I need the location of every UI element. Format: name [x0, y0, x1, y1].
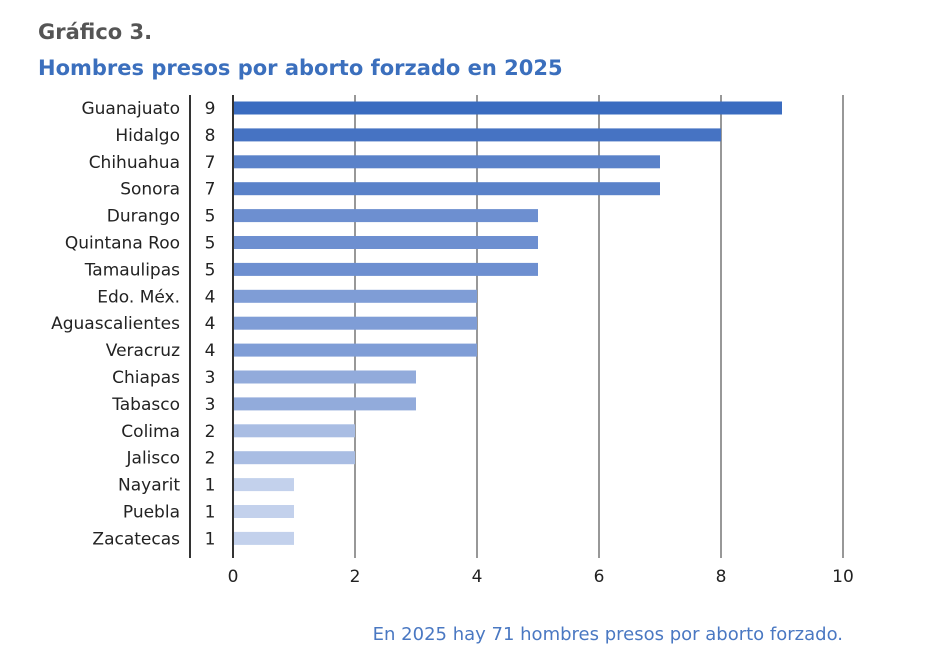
data-label: 5 [205, 207, 216, 227]
category-label: Tabasco [111, 395, 180, 415]
bar-aguascalientes [233, 316, 477, 330]
category-label: Durango [107, 207, 180, 227]
data-label: 7 [205, 153, 216, 173]
x-tick-label: 0 [228, 567, 239, 587]
bar-quintana-roo [233, 236, 538, 249]
bar-colima [233, 424, 355, 438]
data-label: 2 [205, 422, 216, 442]
data-label: 4 [205, 341, 216, 361]
bar-edo-m-x- [233, 289, 477, 303]
bar-tabasco [233, 397, 416, 411]
category-label: Chihuahua [89, 153, 180, 173]
category-label: Nayarit [118, 476, 180, 496]
y-axis [189, 95, 234, 558]
data-label: 3 [205, 368, 216, 388]
category-label: Veracruz [106, 341, 180, 361]
bars [233, 101, 782, 545]
category-label: Sonora [120, 180, 180, 200]
x-tick-label: 6 [594, 567, 605, 587]
category-labels: 0 2 4 6 8 10 9 Guanajuato 8 Hidalgo 7 Chihuahua 7 Son… [51, 99, 854, 587]
bar-nayarit [233, 478, 294, 492]
bar-chiapas [233, 370, 416, 384]
category-label: Edo. Méx. [97, 287, 180, 307]
bar-veracruz [233, 343, 477, 357]
category-label: Tamaulipas [84, 260, 180, 280]
category-label: Jalisco [126, 449, 180, 469]
data-label: 9 [205, 99, 216, 119]
data-label: 1 [205, 529, 216, 549]
bar-sonora [233, 182, 660, 196]
data-label: 1 [205, 476, 216, 496]
x-tick-label: 10 [832, 567, 854, 587]
category-label: Quintana Roo [65, 234, 180, 254]
bar-guanajuato [233, 101, 782, 115]
data-label: 3 [205, 395, 216, 415]
data-label: 4 [205, 314, 216, 334]
x-tick-label: 2 [350, 567, 361, 587]
data-label: 1 [205, 503, 216, 523]
category-label: Hidalgo [115, 126, 180, 146]
footnote: En 2025 hay 71 hombres presos por aborto… [372, 624, 843, 645]
bar-hidalgo [233, 128, 721, 142]
category-label: Guanajuato [81, 99, 180, 119]
data-label: 5 [205, 260, 216, 280]
data-label: 5 [205, 234, 216, 254]
data-label: 4 [205, 287, 216, 307]
category-label: Zacatecas [92, 529, 180, 549]
category-label: Colima [121, 422, 180, 442]
data-label: 8 [205, 126, 216, 146]
category-label: Aguascalientes [51, 314, 180, 334]
bar-chihuahua [233, 155, 660, 169]
bar-puebla [233, 505, 294, 518]
chart-title: Hombres presos por aborto forzado en 202… [38, 56, 563, 80]
category-label: Puebla [123, 503, 180, 523]
bar-durango [233, 209, 538, 223]
figure-label: Gráfico 3. [38, 20, 153, 44]
bar-tamaulipas [233, 262, 538, 276]
bar-jalisco [233, 451, 355, 465]
data-label: 7 [205, 180, 216, 200]
x-tick-label: 4 [472, 567, 483, 587]
bar-zacatecas [233, 531, 294, 545]
data-label: 2 [205, 449, 216, 469]
category-label: Chiapas [112, 368, 180, 388]
x-tick-label: 8 [716, 567, 727, 587]
